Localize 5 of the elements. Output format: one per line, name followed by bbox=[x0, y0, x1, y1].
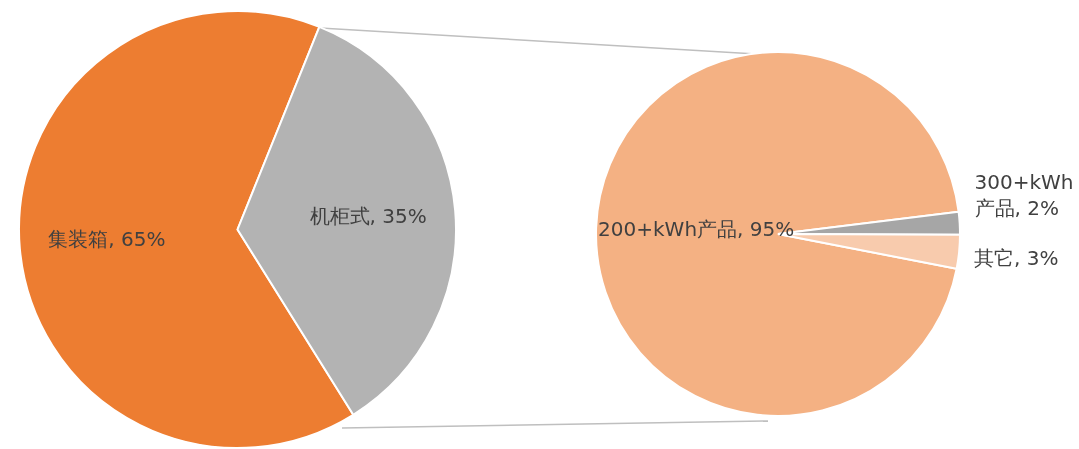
slice-label: 其它, 3% bbox=[974, 246, 1059, 271]
slice-label: 300+kWh产品, 2% bbox=[974, 169, 1074, 220]
slice-label: 200+kWh产品, 95% bbox=[598, 217, 795, 242]
slice-label: 机柜式, 35% bbox=[309, 204, 427, 229]
slice-label: 集装箱, 65% bbox=[48, 227, 166, 252]
